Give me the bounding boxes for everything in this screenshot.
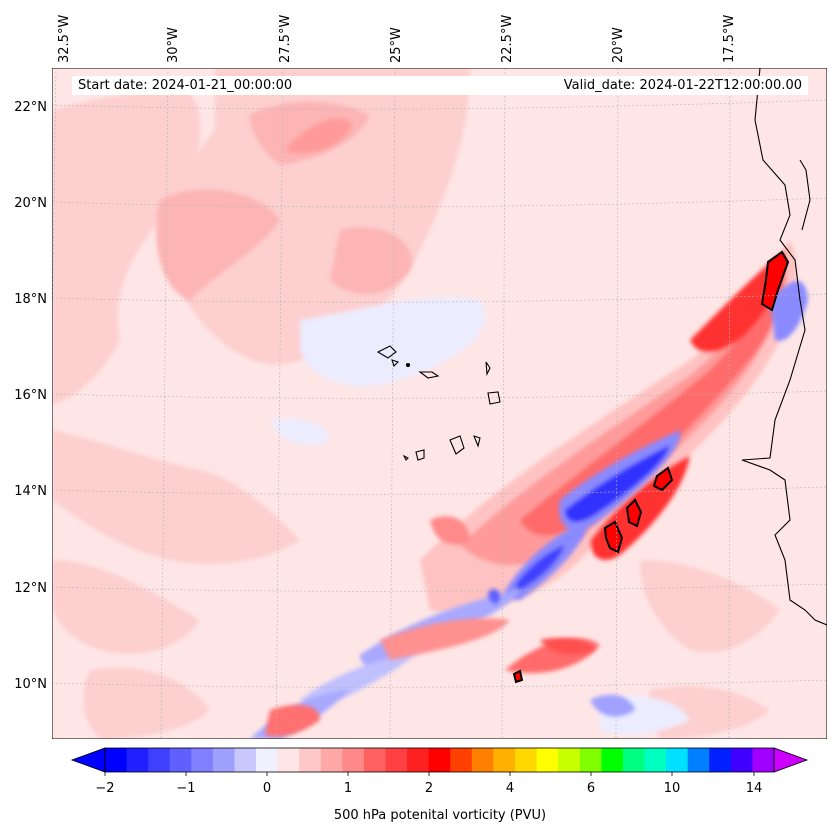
lon-label: 17.5°W: [722, 15, 737, 63]
colorbar-swatches: [105, 748, 775, 772]
colorbar-swatch: [407, 748, 430, 772]
colorbar-over-arrow: [773, 747, 809, 773]
colorbar-swatch: [385, 748, 408, 772]
colorbar-tick-labels: −2 −1 0 1 2 4 6 10 14: [95, 781, 762, 796]
colorbar-tick-label: 10: [664, 781, 681, 796]
lon-label: 22.5°W: [500, 15, 515, 63]
colorbar: −2 −1 0 1 2 4 6 10 14: [70, 747, 809, 796]
colorbar-title: 500 hPa potenital vorticity (PVU): [333, 808, 547, 823]
colorbar-swatch: [558, 748, 581, 772]
colorbar-swatch: [234, 748, 257, 772]
lat-label: 10°N: [14, 677, 47, 692]
colorbar-swatch: [105, 748, 128, 772]
colorbar-swatch: [601, 748, 624, 772]
lon-label: 30°W: [166, 27, 181, 63]
colorbar-swatch: [666, 748, 689, 772]
colorbar-swatch: [320, 748, 343, 772]
lon-label: 20°W: [611, 27, 626, 63]
pv-positive-bands-south: [265, 618, 595, 737]
colorbar-swatch: [536, 748, 559, 772]
pv-field-light: [52, 68, 780, 739]
start-date-label: Start date: 2024-01-21_00:00:00: [72, 76, 527, 95]
colorbar-tick-label: 14: [746, 781, 763, 796]
colorbar-swatch: [169, 748, 192, 772]
colorbar-swatch: [493, 748, 516, 772]
colorbar-swatch: [471, 748, 494, 772]
colorbar-swatch: [752, 748, 775, 772]
lon-label: 32.5°W: [57, 15, 72, 63]
colorbar-swatch: [212, 748, 235, 772]
colorbar-swatch: [515, 748, 538, 772]
colorbar-swatch: [256, 748, 279, 772]
colorbar-swatch: [299, 748, 322, 772]
pv-field-negative-light: [270, 297, 690, 735]
pv-max-north: [285, 118, 352, 154]
colorbar-ticks: [104, 772, 755, 776]
colorbar-tick-label: −1: [176, 781, 195, 796]
lat-label: 14°N: [14, 484, 47, 499]
lat-label: 12°N: [14, 581, 47, 596]
colorbar-frame: [104, 747, 775, 773]
colorbar-swatch: [342, 748, 365, 772]
longitude-labels: 32.5°W 30°W 27.5°W 25°W 22.5°W 20°W 17.5…: [57, 15, 737, 63]
colorbar-swatch: [126, 748, 149, 772]
colorbar-tick-label: 0: [263, 781, 271, 796]
colorbar-tick-label: 1: [344, 781, 352, 796]
valid-date-label: Valid_date: 2024-01-22T12:00:00.00: [527, 76, 808, 95]
colorbar-tick-label: −2: [95, 781, 114, 796]
lat-label: 16°N: [14, 388, 47, 403]
colorbar-swatch: [687, 748, 710, 772]
colorbar-swatch: [730, 748, 753, 772]
colorbar-swatch: [428, 748, 451, 772]
colorbar-tick-label: 4: [506, 781, 514, 796]
colorbar-swatch: [579, 748, 602, 772]
lat-label: 20°N: [14, 196, 47, 211]
colorbar-swatch: [277, 748, 300, 772]
colorbar-swatch: [148, 748, 171, 772]
colorbar-tick-label: 2: [425, 781, 433, 796]
colorbar-swatch: [709, 748, 732, 772]
colorbar-tick-label: 6: [587, 781, 595, 796]
colorbar-swatch: [644, 748, 667, 772]
lon-label: 27.5°W: [278, 15, 293, 63]
lat-label: 18°N: [14, 292, 47, 307]
map-panel: [52, 68, 827, 739]
colorbar-under-arrow: [70, 747, 106, 773]
colorbar-swatch: [450, 748, 473, 772]
lon-label: 25°W: [389, 27, 404, 63]
graticule: [52, 68, 827, 739]
coastline: [741, 68, 827, 626]
pv-contours: [512, 250, 790, 684]
latitude-labels: 22°N 20°N 18°N 16°N 14°N 12°N 10°N: [14, 100, 47, 692]
cape-verde-islands: [376, 345, 501, 461]
colorbar-swatch: [191, 748, 214, 772]
lat-label: 22°N: [14, 100, 47, 115]
colorbar-swatch: [622, 748, 646, 772]
colorbar-swatch: [363, 748, 387, 772]
